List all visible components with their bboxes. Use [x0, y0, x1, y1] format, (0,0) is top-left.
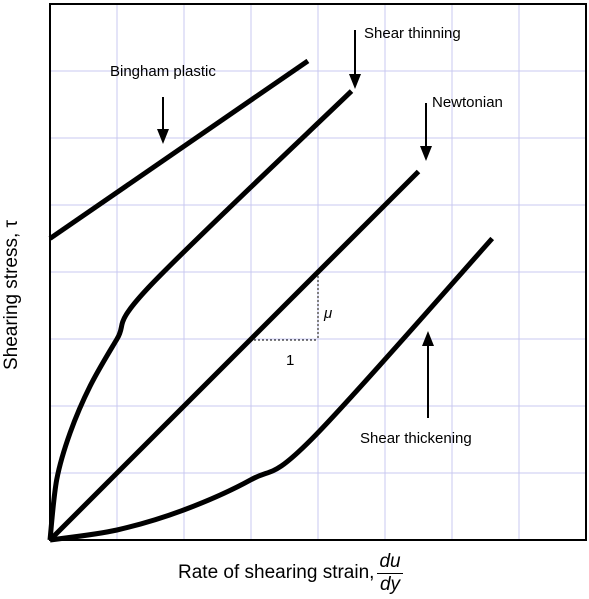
plot-frame: [49, 3, 587, 541]
label-shear-thinning: Shear thinning: [364, 25, 461, 42]
arrow-newtonian: [420, 103, 432, 161]
x-axis-fraction: du dy: [377, 550, 403, 595]
fraction-numerator: du: [377, 550, 403, 574]
x-axis-label: Rate of shearing strain, du dy: [178, 548, 403, 598]
grid-lines: [50, 4, 586, 540]
slope-rise-label: μ: [323, 305, 332, 322]
curve-newtonian: [48, 169, 421, 542]
curve-shear-thickening: [49, 236, 495, 543]
curve-shear-thinning: [47, 89, 354, 541]
arrow-shear-thinning: [349, 30, 361, 89]
slope-triangle: μ 1: [250, 272, 332, 369]
callouts: Bingham plastic Shear thinning Newtonian…: [110, 25, 503, 447]
label-newtonian: Newtonian: [432, 94, 503, 111]
curve-bingham-plastic: [48, 58, 310, 241]
curves-group: [47, 58, 495, 543]
fraction-denominator: dy: [379, 573, 401, 595]
label-bingham-plastic: Bingham plastic: [110, 63, 216, 80]
x-axis-label-text: Rate of shearing strain,: [178, 562, 375, 583]
arrow-shear-thickening: [422, 331, 434, 418]
label-shear-thickening: Shear thickening: [360, 430, 472, 447]
arrow-bingham-plastic: [157, 97, 169, 144]
slope-run-label: 1: [286, 352, 294, 369]
y-axis-label: Shearing stress, τ: [1, 219, 22, 371]
